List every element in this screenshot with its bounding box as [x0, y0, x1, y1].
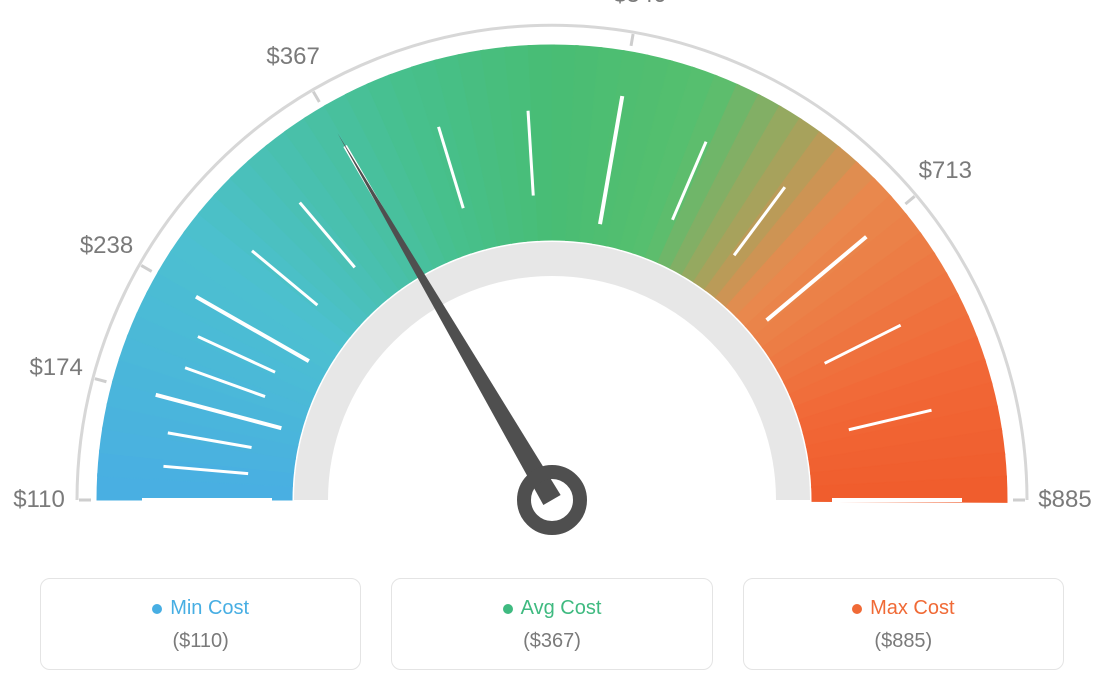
gauge-tick-label: $367: [266, 43, 319, 71]
legend-title-min: Min Cost: [152, 597, 249, 620]
dot-icon: [852, 604, 862, 614]
legend-value: ($885): [744, 630, 1063, 653]
gauge-tick-label: $713: [919, 157, 972, 185]
legend-title-avg: Avg Cost: [503, 597, 602, 620]
gauge-tick-label: $110: [13, 486, 65, 514]
legend-label: Max Cost: [870, 597, 954, 620]
gauge-tick-label: $885: [1038, 486, 1091, 514]
gauge-tick-label: $174: [29, 354, 82, 382]
legend-row: Min Cost ($110) Avg Cost ($367) Max Cost…: [0, 578, 1104, 670]
legend-label: Min Cost: [170, 597, 249, 620]
gauge-tick-label: $540: [613, 0, 666, 9]
gauge-svg: [0, 0, 1104, 560]
legend-card-avg: Avg Cost ($367): [391, 578, 712, 670]
legend-card-min: Min Cost ($110): [40, 578, 361, 670]
gauge-tick-label: $238: [80, 232, 133, 260]
legend-title-max: Max Cost: [852, 597, 954, 620]
cost-gauge: $110 $174 $238 $367 $540 $713 $885: [0, 0, 1104, 560]
legend-label: Avg Cost: [521, 597, 602, 620]
dot-icon: [152, 604, 162, 614]
legend-value: ($367): [392, 630, 711, 653]
dot-icon: [503, 604, 513, 614]
legend-card-max: Max Cost ($885): [743, 578, 1064, 670]
legend-value: ($110): [41, 630, 360, 653]
